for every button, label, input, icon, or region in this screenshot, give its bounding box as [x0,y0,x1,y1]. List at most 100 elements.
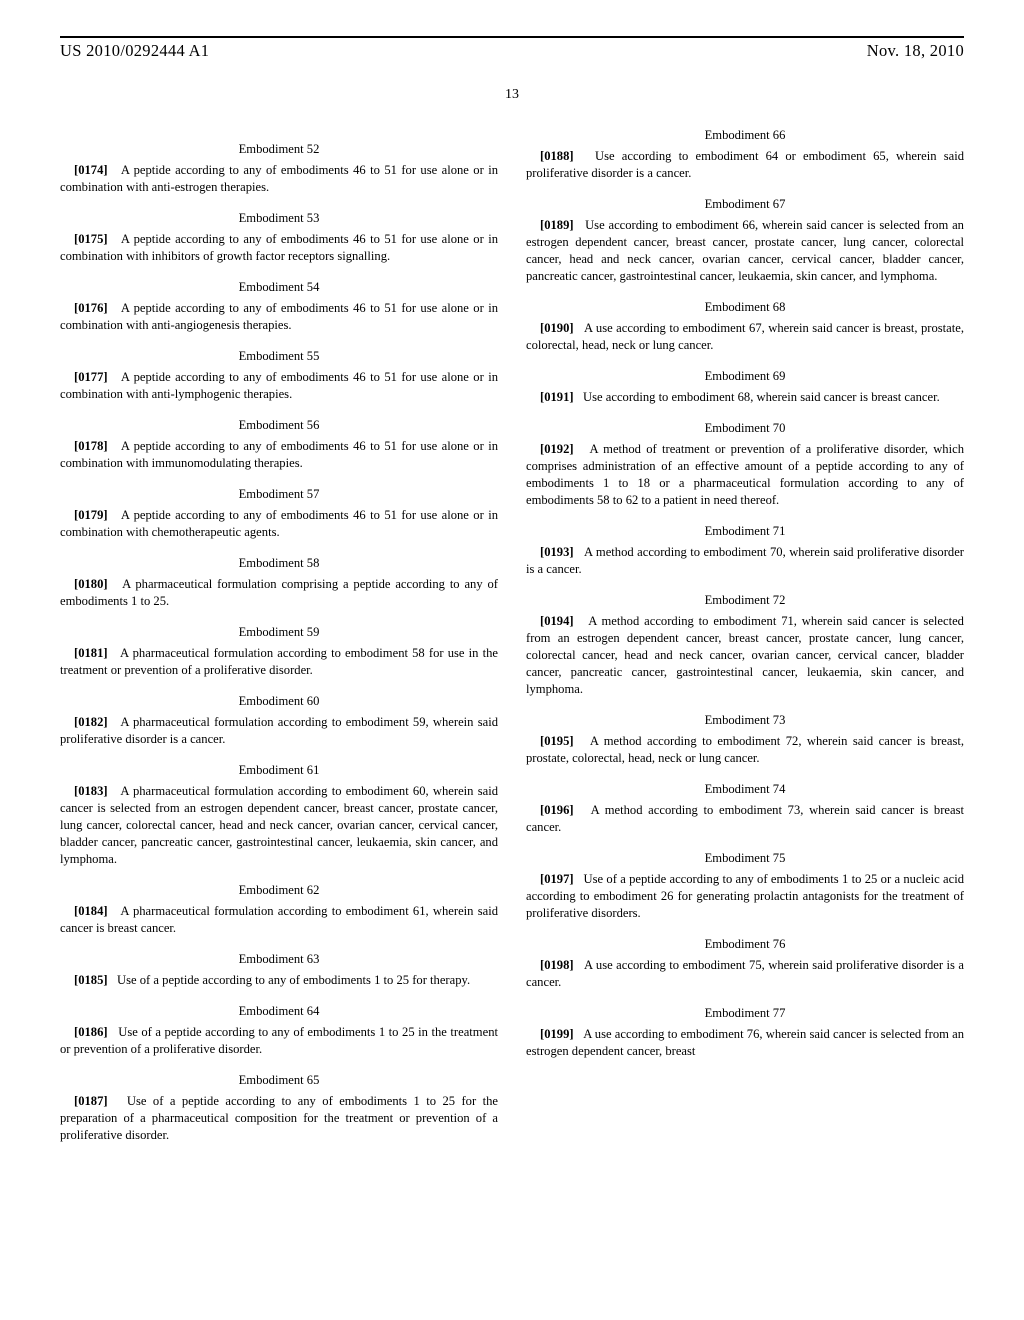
publication-date: Nov. 18, 2010 [867,40,964,62]
embodiment-para: [0188] Use according to embodiment 64 or… [526,148,964,182]
para-number: [0187] [74,1094,108,1108]
embodiment-title: Embodiment 67 [526,196,964,213]
embodiment-block: Embodiment 72 [0194] A method according … [526,592,964,698]
para-number: [0189] [540,218,574,232]
embodiment-para: [0197] Use of a peptide according to any… [526,871,964,922]
embodiment-para: [0193] A method according to embodiment … [526,544,964,578]
embodiment-title: Embodiment 68 [526,299,964,316]
embodiment-block: Embodiment 76 [0198] A use according to … [526,936,964,991]
embodiment-para: [0191] Use according to embodiment 68, w… [526,389,964,406]
embodiment-title: Embodiment 59 [60,624,498,641]
embodiment-title: Embodiment 77 [526,1005,964,1022]
para-number: [0180] [74,577,108,591]
embodiment-block: Embodiment 74 [0196] A method according … [526,781,964,836]
para-number: [0196] [540,803,574,817]
para-number: [0197] [540,872,574,886]
embodiment-block: Embodiment 54 [0176] A peptide according… [60,279,498,334]
embodiment-title: Embodiment 62 [60,882,498,899]
para-text: A pharmaceutical formulation comprising … [60,577,498,608]
embodiment-block: Embodiment 77 [0199] A use according to … [526,1005,964,1060]
embodiment-para: [0177] A peptide according to any of emb… [60,369,498,403]
para-number: [0186] [74,1025,108,1039]
embodiment-block: Embodiment 73 [0195] A method according … [526,712,964,767]
embodiment-block: Embodiment 53 [0175] A peptide according… [60,210,498,265]
para-number: [0185] [74,973,108,987]
embodiment-para: [0196] A method according to embodiment … [526,802,964,836]
embodiment-block: Embodiment 61 [0183] A pharmaceutical fo… [60,762,498,868]
para-text: A pharmaceutical formulation according t… [60,646,498,677]
embodiment-title: Embodiment 56 [60,417,498,434]
embodiment-title: Embodiment 57 [60,486,498,503]
para-text: A use according to embodiment 67, wherei… [526,321,964,352]
embodiment-block: Embodiment 60 [0182] A pharmaceutical fo… [60,693,498,748]
embodiment-block: Embodiment 57 [0179] A peptide according… [60,486,498,541]
para-text: A use according to embodiment 75, wherei… [526,958,964,989]
embodiment-block: Embodiment 59 [0181] A pharmaceutical fo… [60,624,498,679]
embodiment-block: Embodiment 65 [0187] Use of a peptide ac… [60,1072,498,1144]
embodiment-block: Embodiment 67 [0189] Use according to em… [526,196,964,285]
embodiment-para: [0183] A pharmaceutical formulation acco… [60,783,498,868]
para-number: [0174] [74,163,108,177]
embodiment-block: Embodiment 70 [0192] A method of treatme… [526,420,964,509]
para-text: A peptide according to any of embodiment… [60,370,498,401]
embodiment-block: Embodiment 68 [0190] A use according to … [526,299,964,354]
embodiment-para: [0192] A method of treatment or preventi… [526,441,964,509]
page-header: US 2010/0292444 A1 Nov. 18, 2010 [60,36,964,68]
embodiment-block: Embodiment 58 [0180] A pharmaceutical fo… [60,555,498,610]
para-number: [0199] [540,1027,574,1041]
embodiment-block: Embodiment 52 [0174] A peptide according… [60,141,498,196]
embodiment-para: [0190] A use according to embodiment 67,… [526,320,964,354]
publication-number: US 2010/0292444 A1 [60,40,209,62]
para-text: A pharmaceutical formulation according t… [60,784,498,866]
embodiment-title: Embodiment 64 [60,1003,498,1020]
embodiment-para: [0179] A peptide according to any of emb… [60,507,498,541]
embodiment-title: Embodiment 65 [60,1072,498,1089]
embodiment-para: [0181] A pharmaceutical formulation acco… [60,645,498,679]
embodiment-para: [0178] A peptide according to any of emb… [60,438,498,472]
embodiment-title: Embodiment 66 [526,127,964,144]
para-text: Use according to embodiment 68, wherein … [583,390,940,404]
para-text: Use according to embodiment 64 or embodi… [526,149,964,180]
embodiment-block: Embodiment 69 [0191] Use according to em… [526,368,964,406]
embodiment-para: [0187] Use of a peptide according to any… [60,1093,498,1144]
para-text: Use of a peptide according to any of emb… [60,1094,498,1142]
para-text: A peptide according to any of embodiment… [60,163,498,194]
para-number: [0198] [540,958,574,972]
para-text: A pharmaceutical formulation according t… [60,904,498,935]
para-number: [0178] [74,439,108,453]
para-number: [0188] [540,149,574,163]
embodiment-para: [0195] A method according to embodiment … [526,733,964,767]
para-number: [0195] [540,734,574,748]
embodiment-title: Embodiment 70 [526,420,964,437]
para-text: A peptide according to any of embodiment… [60,232,498,263]
para-text: Use according to embodiment 66, wherein … [526,218,964,283]
embodiment-title: Embodiment 75 [526,850,964,867]
para-number: [0193] [540,545,574,559]
para-text: A peptide according to any of embodiment… [60,439,498,470]
embodiment-para: [0186] Use of a peptide according to any… [60,1024,498,1058]
para-number: [0181] [74,646,108,660]
embodiment-title: Embodiment 58 [60,555,498,572]
embodiment-block: Embodiment 56 [0178] A peptide according… [60,417,498,472]
para-number: [0184] [74,904,108,918]
embodiment-block: Embodiment 75 [0197] Use of a peptide ac… [526,850,964,922]
embodiment-title: Embodiment 52 [60,141,498,158]
para-number: [0177] [74,370,108,384]
embodiment-title: Embodiment 76 [526,936,964,953]
para-number: [0179] [74,508,108,522]
para-number: [0183] [74,784,108,798]
embodiment-para: [0198] A use according to embodiment 75,… [526,957,964,991]
embodiment-block: Embodiment 64 [0186] Use of a peptide ac… [60,1003,498,1058]
para-number: [0176] [74,301,108,315]
embodiment-para: [0189] Use according to embodiment 66, w… [526,217,964,285]
para-number: [0182] [74,715,108,729]
page-number: 13 [60,86,964,105]
embodiment-block: Embodiment 55 [0177] A peptide according… [60,348,498,403]
para-text: Use of a peptide according to any of emb… [526,872,964,920]
para-number: [0191] [540,390,574,404]
para-text: A method of treatment or prevention of a… [526,442,964,507]
embodiment-title: Embodiment 69 [526,368,964,385]
embodiment-title: Embodiment 54 [60,279,498,296]
para-number: [0194] [540,614,574,628]
embodiment-title: Embodiment 71 [526,523,964,540]
